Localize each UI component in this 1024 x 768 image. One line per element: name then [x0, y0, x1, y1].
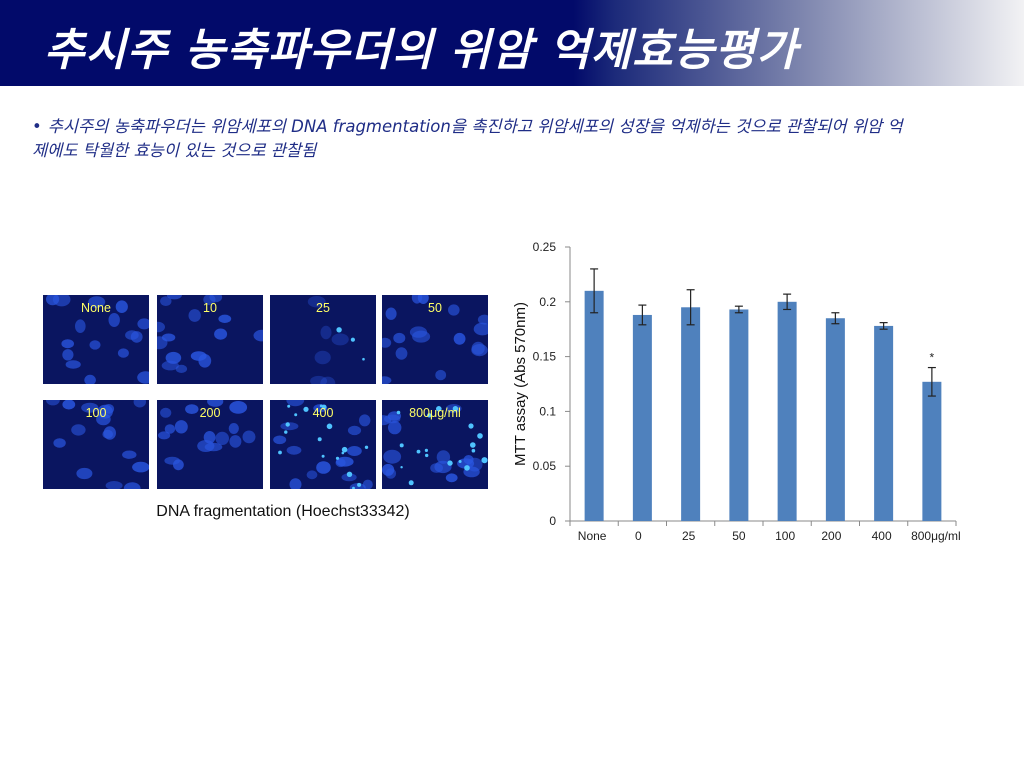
- bar: [825, 318, 845, 521]
- micrograph-image: [43, 295, 149, 384]
- micrograph-label: 200: [199, 406, 221, 420]
- bullet-text: 추시주의 농축파우더는 위암세포의 DNA fragmentation을 촉진하…: [32, 117, 903, 160]
- micrograph-image: [157, 295, 263, 384]
- y-axis-title: MTT assay (Abs 570nm): [512, 302, 529, 466]
- micrograph-panel: None: [43, 295, 149, 384]
- micrograph-panel: 25: [270, 295, 376, 384]
- micrograph-label: 800μg/ml: [409, 406, 461, 420]
- bar: [729, 309, 749, 521]
- micrograph-label: 50: [428, 301, 442, 315]
- micrograph-label: 10: [203, 301, 217, 315]
- bar: [681, 307, 701, 521]
- micrograph-caption: DNA fragmentation (Hoechst33342): [156, 503, 410, 520]
- bar: [874, 325, 894, 521]
- micrograph-panel: 50: [382, 295, 488, 384]
- micrograph-label: 25: [316, 301, 330, 315]
- x-tick-label: 25: [682, 529, 696, 543]
- y-tick-label: 0.1: [539, 404, 556, 418]
- x-tick-label: 400: [872, 529, 892, 543]
- micrograph-image: [382, 400, 488, 489]
- bullet-point: • 추시주의 농축파우더는 위암세포의 DNA fragmentation을 촉진…: [32, 115, 912, 163]
- x-tick-label: 200: [821, 529, 841, 543]
- micrograph-image: [157, 400, 263, 489]
- x-tick-label: None: [578, 529, 607, 543]
- micrograph-image: [43, 400, 149, 489]
- micrograph-label: 400: [312, 406, 334, 420]
- micrograph-panel: 10: [157, 295, 263, 384]
- bar: [777, 301, 797, 521]
- micrograph-panel: 200: [157, 400, 263, 489]
- x-tick-label: 100: [775, 529, 795, 543]
- y-tick-label: 0.2: [539, 295, 556, 309]
- bar: [584, 290, 604, 521]
- y-tick-label: 0.15: [533, 350, 557, 364]
- title-bar: [0, 0, 1024, 86]
- slide-title: 추시주 농축파우더의 위암 억제효능평가: [44, 25, 799, 76]
- micrograph-panel: 800μg/ml: [382, 400, 488, 489]
- micrograph-label: None: [81, 301, 111, 315]
- y-tick-label: 0: [549, 514, 556, 528]
- micrograph-image: [270, 295, 376, 384]
- micrograph-image: [382, 295, 488, 384]
- x-tick-label: 50: [732, 529, 746, 543]
- y-tick-label: 0.25: [533, 240, 557, 254]
- bullet-marker: •: [32, 117, 42, 136]
- micrograph-panel: 400: [270, 400, 376, 489]
- micrograph-label: 100: [85, 406, 107, 420]
- micrograph-panel: 100: [43, 400, 149, 489]
- micrograph-image: [270, 400, 376, 489]
- mtt-bar-chart: 0 0.05 0.1 0.15 0.2 0.25 None 0 25 50 100 200 400 800…: [512, 240, 961, 543]
- x-tick-label: 0: [635, 529, 642, 543]
- significance-marker: *: [930, 351, 935, 365]
- x-tick-label: 800μg/ml: [911, 529, 961, 543]
- bar: [632, 314, 652, 521]
- y-tick-label: 0.05: [533, 459, 557, 473]
- bar: [922, 381, 942, 521]
